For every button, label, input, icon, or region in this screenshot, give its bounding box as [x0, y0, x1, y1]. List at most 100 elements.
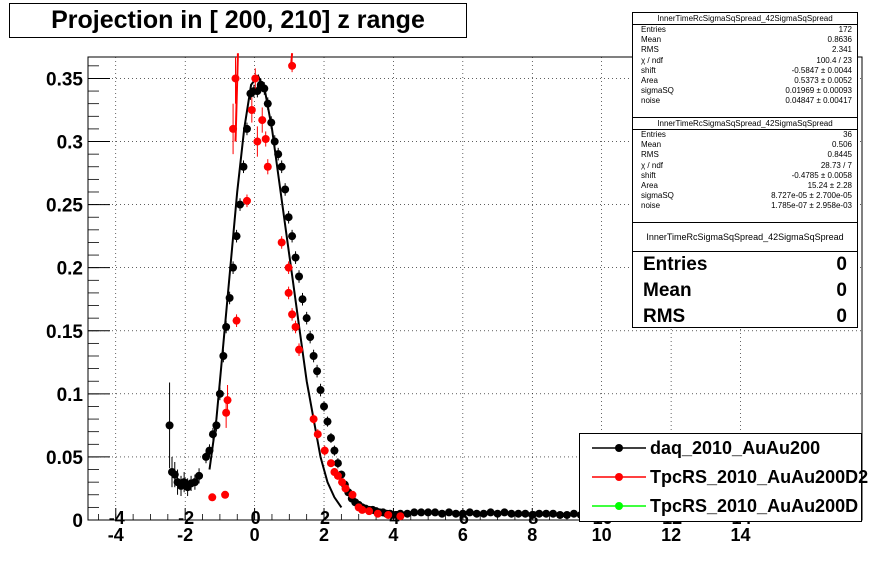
stats-row: sigmaSQ 0.01969 ± 0.00093	[633, 86, 857, 96]
stats-row: Area 0.5373 ± 0.0052	[633, 76, 857, 86]
stats-row-label: Entries	[643, 254, 708, 275]
y-tick-label: 0.05	[46, 448, 83, 469]
data-point-daq	[403, 509, 412, 518]
data-point-daq	[208, 430, 217, 439]
x-tick-label-overlap: 0	[251, 508, 261, 528]
data-point-daq	[270, 137, 279, 146]
plot-frame	[87, 56, 863, 521]
data-point-daq	[333, 459, 342, 468]
data-point-daq	[288, 232, 297, 241]
data-point-daq	[205, 446, 214, 455]
y-tick-label: 0.3	[57, 133, 83, 154]
legend: daq_2010_AuAu200 TpcRS_2010_AuAu200D2 Tp…	[579, 433, 868, 522]
data-point-daq	[542, 509, 551, 518]
stats-box-2-header: InnerTimeRcSigmaSqSpread_42SigmaSqSpread	[633, 118, 857, 130]
stats-box-1-rows: Entries 172 Mean 0.8636 RMS 2.341 χ / ndf 100.4…	[633, 25, 857, 107]
data-point-daq	[291, 253, 300, 262]
stats-row-label: Mean	[641, 140, 662, 150]
stats-row-label: noise	[641, 96, 661, 106]
data-point-tpcrs	[288, 61, 297, 70]
data-point-daq	[302, 314, 311, 323]
stats-row-value: 0.01969 ± 0.00093	[785, 86, 852, 96]
data-point-daq	[410, 508, 419, 517]
stats-box-2: InnerTimeRcSigmaSqSpread_42SigmaSqSpread…	[632, 117, 858, 223]
data-point-daq	[313, 367, 322, 376]
data-point-tpcrs	[277, 238, 286, 247]
data-point-tpcrs	[358, 505, 367, 514]
stats-row-label: Entries	[641, 130, 666, 139]
stats-row-label: sigmaSQ	[641, 86, 674, 96]
data-point-tpcrs	[313, 430, 322, 439]
stats-row-value: 0.8445	[827, 150, 852, 160]
stats-row-value: 36	[843, 130, 852, 139]
data-point-tpcrs	[232, 316, 241, 325]
data-point-daq	[431, 508, 440, 517]
data-point-daq	[486, 508, 495, 517]
data-point-daq	[326, 433, 335, 442]
stats-row-label: Mean	[643, 280, 692, 301]
data-point-tpcrs	[291, 322, 300, 331]
legend-symbol-daq	[592, 444, 646, 452]
y-tick-label: 0.35	[46, 69, 83, 90]
data-point-tpcrs	[222, 408, 231, 417]
data-point-tpcrs	[247, 105, 256, 114]
stats-row: RMS 2.341	[633, 45, 857, 55]
x-tick-label: 8	[527, 525, 537, 545]
data-point-tpcrs	[231, 74, 240, 83]
data-point-tpcrs	[229, 124, 238, 133]
stats-row-value: 15.24 ± 2.28	[807, 181, 852, 191]
x-tick-label: 10	[592, 525, 612, 545]
data-point-daq	[306, 333, 315, 342]
data-point-daq	[309, 351, 318, 360]
data-point-daq	[165, 421, 174, 430]
legend-label-daq: daq_2010_AuAu200	[650, 438, 821, 458]
legend-entry-tpcrs-d: TpcRS_2010_AuAu200D	[580, 492, 861, 521]
stats-row-value: 28.73 / 7	[820, 160, 852, 170]
data-point-tpcrs	[326, 459, 335, 468]
axes: -4-202468101214-4-20246810121400.050.10.…	[46, 65, 863, 545]
stats-row-value: 100.4 / 23	[816, 55, 852, 65]
stats-row: Area 15.24 ± 2.28	[633, 181, 857, 191]
stats-row: Entries 0	[633, 252, 857, 278]
data-point-tpcrs	[242, 196, 251, 205]
stats-row: Entries 36	[633, 130, 857, 140]
stats-row-label: Area	[641, 181, 658, 191]
x-tick-label: 2	[319, 525, 329, 545]
stats-row-label: Entries	[641, 25, 666, 34]
stats-row-label: χ / ndf	[641, 55, 663, 65]
data-point-daq	[242, 124, 251, 133]
data-point-tpcrs	[341, 484, 350, 493]
data-point-daq	[465, 508, 474, 517]
stats-box-1-header: InnerTimeRcSigmaSqSpread_42SigmaSqSpread	[633, 13, 857, 25]
data-point-daq	[556, 510, 565, 519]
data-point-tpcrs	[208, 493, 217, 502]
data-point-tpcrs	[348, 490, 357, 499]
data-point-daq	[562, 510, 571, 519]
stats-row-value: 2.341	[831, 45, 852, 55]
data-point-daq	[528, 510, 537, 519]
stats-row: Mean 0.8636	[633, 35, 857, 45]
x-tick-label: -4	[108, 525, 124, 545]
data-point-daq	[514, 509, 523, 518]
data-point-tpcrs	[333, 471, 342, 480]
data-point-daq	[569, 509, 578, 518]
data-point-tpcrs	[221, 490, 230, 499]
data-point-daq	[284, 213, 293, 222]
stats-row-value: 8.727e-05 ± 2.700e-05	[771, 191, 852, 201]
y-tick-label: 0.25	[46, 196, 83, 217]
data-point-daq	[219, 351, 228, 360]
data-point-daq	[316, 386, 325, 395]
stats-row-label: χ / ndf	[641, 160, 663, 170]
stats-row-label: RMS	[643, 306, 686, 327]
data-point-daq	[479, 509, 488, 518]
data-point-daq	[535, 509, 544, 518]
data-point-daq	[438, 509, 447, 518]
stats-row: sigmaSQ 8.727e-05 ± 2.700e-05	[633, 191, 857, 201]
y-tick-label: 0.2	[57, 259, 83, 280]
y-tick-label: 0	[72, 511, 83, 532]
stats-row: Mean 0.506	[633, 140, 857, 150]
data-point-daq	[190, 478, 199, 487]
stats-row-value: -0.4785 ± 0.0058	[791, 170, 852, 180]
data-point-daq	[239, 162, 248, 171]
x-tick-label: 0	[250, 525, 260, 545]
